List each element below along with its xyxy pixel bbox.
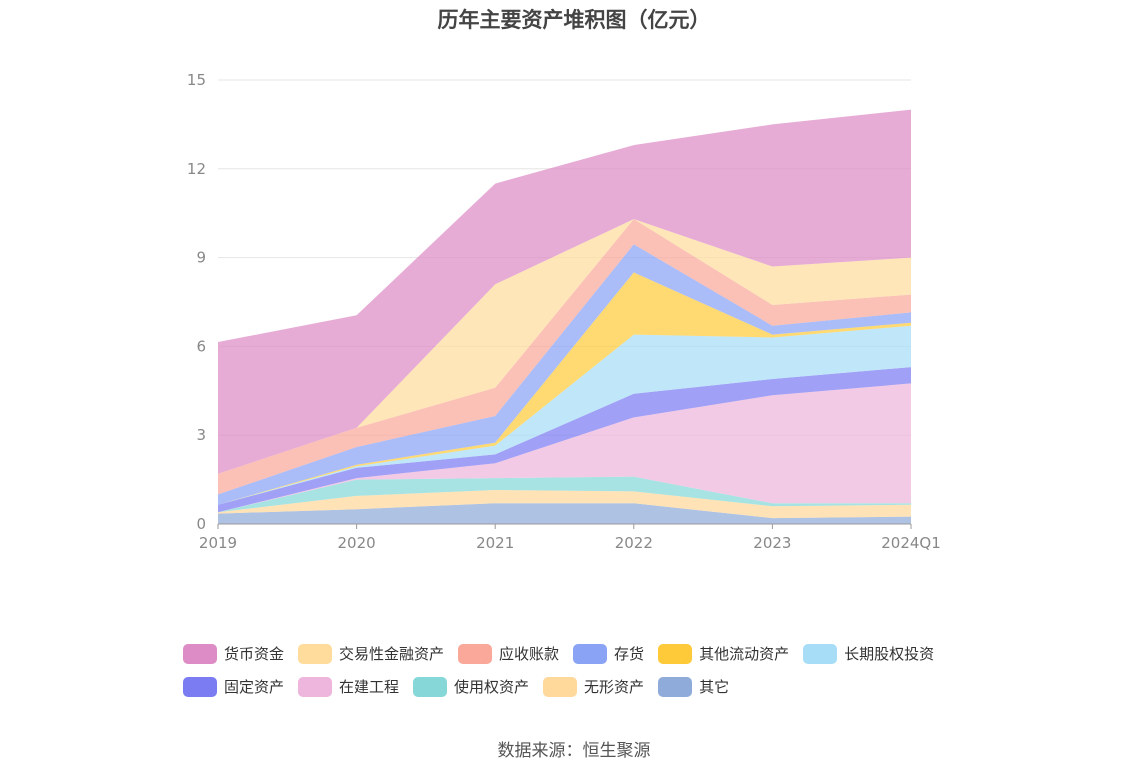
y-tick-label: 3 xyxy=(196,426,206,444)
legend-item[interactable]: 货币资金 xyxy=(183,643,284,664)
legend-row: 固定资产 在建工程 使用权资产 无形资产 其它 xyxy=(183,670,983,703)
x-tick-label: 2021 xyxy=(476,534,514,552)
legend-label: 其它 xyxy=(699,678,730,696)
area-series-9[interactable] xyxy=(218,219,911,474)
legend-item[interactable]: 长期股权投资 xyxy=(803,643,934,664)
legend-label: 存货 xyxy=(614,645,645,663)
x-tick-label: 2022 xyxy=(615,534,653,552)
legend-label: 应收账款 xyxy=(499,645,560,663)
area-series-6[interactable] xyxy=(218,272,911,505)
axis-layer: 0 3 6 9 12 15 2019 2020 2021 2022 2023 2024Q1 xyxy=(187,71,941,552)
area-series-1[interactable] xyxy=(218,490,911,519)
area-series-7[interactable] xyxy=(218,244,911,505)
legend-swatch xyxy=(543,676,578,697)
legend-swatch xyxy=(183,643,217,664)
area-series-0[interactable] xyxy=(218,503,911,524)
legend-swatch xyxy=(183,676,217,697)
legend-label: 固定资产 xyxy=(224,678,285,696)
stacked-area-chart: 0 3 6 9 12 15 2019 2020 2021 2022 2023 2024Q1 xyxy=(187,71,941,552)
legend-swatch xyxy=(658,643,693,664)
legend-item[interactable]: 其它 xyxy=(658,676,729,697)
legend-swatch xyxy=(803,643,838,664)
legend-item[interactable]: 其他流动资产 xyxy=(658,643,789,664)
area-series-2[interactable] xyxy=(218,476,911,513)
legend-label: 无形资产 xyxy=(584,678,645,696)
legend-label: 其他流动资产 xyxy=(699,645,790,663)
chart-title: 历年主要资产堆积图（亿元） xyxy=(437,8,711,32)
area-series-5[interactable] xyxy=(218,325,911,505)
y-tick-label: 15 xyxy=(187,71,206,89)
legend-item[interactable]: 固定资产 xyxy=(183,676,284,697)
area-series-4[interactable] xyxy=(218,367,911,513)
x-tick-label: 2024Q1 xyxy=(881,534,941,552)
area-series-8[interactable] xyxy=(218,219,911,495)
legend-item[interactable]: 无形资产 xyxy=(543,676,644,697)
legend-label: 长期股权投资 xyxy=(844,645,935,663)
legend-swatch xyxy=(413,676,448,697)
area-series-3[interactable] xyxy=(218,383,911,513)
legend-swatch xyxy=(458,643,493,664)
legend-label: 在建工程 xyxy=(339,678,400,696)
y-tick-label: 12 xyxy=(187,160,206,178)
legend-swatch xyxy=(298,676,333,697)
legend-item[interactable]: 交易性金融资产 xyxy=(298,643,444,664)
legend-label: 使用权资产 xyxy=(454,678,530,696)
legend-item[interactable]: 在建工程 xyxy=(298,676,399,697)
area-layer xyxy=(218,109,911,524)
legend-swatch xyxy=(658,676,693,697)
y-tick-label: 0 xyxy=(196,515,206,533)
y-tick-label: 6 xyxy=(196,337,206,355)
x-tick-label: 2019 xyxy=(199,534,237,552)
area-series-10[interactable] xyxy=(218,109,911,474)
legend-item[interactable]: 存货 xyxy=(573,643,644,664)
legend-row: 货币资金 交易性金融资产 应收账款 存货 其他流动资产 长期股权投资 xyxy=(183,637,983,670)
legend-label: 交易性金融资产 xyxy=(339,645,445,663)
legend-label: 货币资金 xyxy=(224,645,285,663)
legend-swatch xyxy=(298,643,333,664)
legend: 货币资金 交易性金融资产 应收账款 存货 其他流动资产 长期股权投资固定资产 在建工程 使用权… xyxy=(183,637,983,703)
source-note: 数据来源：恒生聚源 xyxy=(497,741,651,761)
x-tick-label: 2020 xyxy=(338,534,376,552)
legend-swatch xyxy=(573,643,608,664)
legend-item[interactable]: 使用权资产 xyxy=(413,676,529,697)
y-tick-label: 9 xyxy=(196,249,206,267)
x-tick-label: 2023 xyxy=(753,534,791,552)
legend-item[interactable]: 应收账款 xyxy=(458,643,559,664)
